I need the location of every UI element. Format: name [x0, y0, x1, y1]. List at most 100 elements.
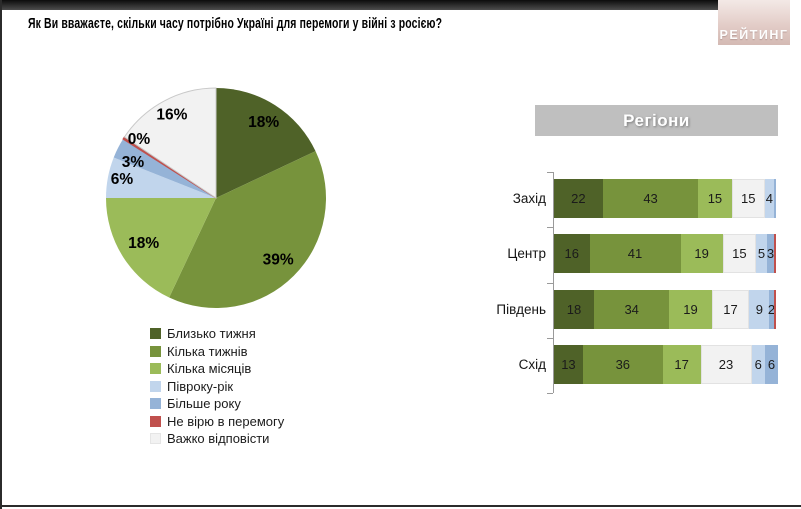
legend-swatch: [150, 363, 161, 375]
bar-value-label: 15: [732, 246, 747, 262]
pie-slice-label: 39%: [263, 251, 294, 268]
legend-label: Близько тижня: [167, 326, 256, 342]
rating-logo-text: РЕЙТИНГ: [719, 28, 789, 42]
bar-value-label: 16: [564, 246, 579, 262]
pie-slice-label: 6%: [111, 171, 134, 188]
slide-bottom-border: [0, 505, 801, 507]
bar-segment: 15: [722, 234, 756, 274]
bar-value-label: 19: [694, 246, 709, 262]
bar-row: 22 43 15 15 4: [554, 179, 776, 218]
bar-value-label: 15: [740, 191, 756, 206]
bar-value-label: 6: [767, 356, 776, 372]
pie-slice-label: 0%: [128, 131, 151, 148]
bar-segment: 13: [554, 344, 583, 384]
bar-segment: [773, 289, 776, 329]
bar-row: 18 34 19 17 9 2: [554, 289, 776, 329]
pie-slice-label: 3%: [122, 154, 145, 171]
bar-segment: 41: [589, 234, 681, 274]
legend-item: Півроку-рік: [150, 380, 284, 394]
category-axis-tick: [547, 393, 553, 394]
legend-label: Важко відповісти: [167, 431, 270, 447]
legend-swatch: [150, 398, 161, 410]
bar-value-label: 23: [718, 356, 734, 372]
bar-segment: 18: [554, 289, 594, 329]
bar-value-label: 6: [754, 356, 762, 372]
bar-segment: 19: [680, 234, 723, 274]
legend-item: Важко відповісти: [150, 432, 284, 446]
category-axis-tick: [547, 337, 553, 339]
bar-segment: 17: [662, 344, 701, 384]
pie-slice: [123, 87, 217, 199]
pie-slice: [106, 198, 216, 298]
bar-segment: 16: [554, 234, 590, 274]
bar-segment: 23: [700, 344, 752, 384]
bar-segment: 15: [698, 179, 732, 218]
legend-item: Не вірю в перемогу: [150, 415, 284, 429]
bar-segment: 34: [593, 289, 670, 329]
legend-swatch: [150, 433, 161, 445]
bar-value-label: 34: [624, 301, 639, 317]
bar-value-label: 2: [767, 301, 776, 317]
bar-value-label: 18: [566, 301, 582, 317]
bar-category-label: Схід: [518, 356, 546, 372]
rating-logo: РЕЙТИНГ: [718, 0, 790, 45]
bar-segment: 2: [767, 289, 776, 329]
regions-bar-chart: Захід 22 43 15 15 4 Центр 16 41 19 15 5 3 Південь 18 34…: [480, 150, 801, 410]
legend-swatch: [150, 380, 161, 392]
bar-row: 13 36 17 23 6 6: [554, 344, 779, 384]
bar-segment: 22: [554, 179, 603, 218]
regions-banner-title: Регіони: [623, 110, 690, 130]
bar-value-label: 41: [627, 246, 643, 262]
legend-swatch: [150, 328, 161, 340]
bar-segment: [773, 234, 776, 274]
bar-value-label: 3: [766, 246, 775, 262]
slide-left-border: [0, 0, 2, 509]
bar-segment: 9: [749, 289, 770, 329]
bar-category-label: Центр: [507, 246, 546, 262]
regions-banner: Регіони: [535, 105, 778, 136]
bar-segment: 43: [602, 179, 699, 218]
legend-label: Кілька місяців: [167, 361, 252, 377]
legend-swatch: [150, 345, 161, 357]
pie-legend: Близько тижня Кілька тижнів Кілька місяців…: [150, 327, 284, 446]
bar-segment: 15: [731, 179, 765, 218]
bar-category-label: Захід: [512, 191, 546, 206]
bar-value-label: 9: [755, 301, 763, 317]
pie-slice: [169, 151, 327, 309]
pie-slice-label: 18%: [128, 235, 159, 252]
bar-category-label: Південь: [496, 301, 546, 317]
bar-value-label: 15: [707, 191, 723, 206]
bar-segment: 6: [764, 344, 779, 384]
bar-value-label: 17: [723, 301, 738, 317]
legend-item: Близько тижня: [150, 327, 284, 341]
bar-value-label: 5: [757, 246, 766, 262]
pie-chart: 18% 39% 18% 6%3% 0% 16%: [105, 87, 327, 309]
legend-label: Кілька тижнів: [167, 343, 248, 359]
category-axis-tick: [547, 172, 553, 173]
legend-label: Більше року: [167, 396, 241, 412]
legend-swatch: [150, 415, 161, 427]
pie-slice: [216, 88, 316, 198]
bar-value-label: 17: [674, 356, 689, 372]
bar-segment: 3: [766, 234, 775, 274]
top-strip-decoration: [0, 0, 718, 10]
legend-label: Півроку-рік: [167, 378, 234, 394]
bar-segment: 36: [582, 344, 663, 384]
legend-item: Кілька тижнів: [150, 345, 284, 359]
legend-item: Більше року: [150, 397, 284, 411]
bar-segment: 4: [764, 179, 774, 218]
bar-value-label: 22: [571, 191, 586, 206]
legend-item: Кілька місяців: [150, 362, 284, 376]
bar-segment: 6: [751, 344, 765, 384]
pie-slice: [105, 157, 216, 198]
bar-row: 16 41 19 15 5 3: [554, 234, 776, 274]
bar-value-label: 19: [683, 301, 698, 317]
bar-value-label: 13: [561, 356, 576, 372]
bar-segment: 19: [669, 289, 712, 329]
pie-slice-label: 18%: [248, 114, 279, 131]
bar-value-label: 43: [643, 191, 658, 206]
bar-segment: 5: [756, 234, 768, 274]
bar-segment: [773, 179, 776, 218]
bar-value-label: 36: [615, 356, 631, 372]
